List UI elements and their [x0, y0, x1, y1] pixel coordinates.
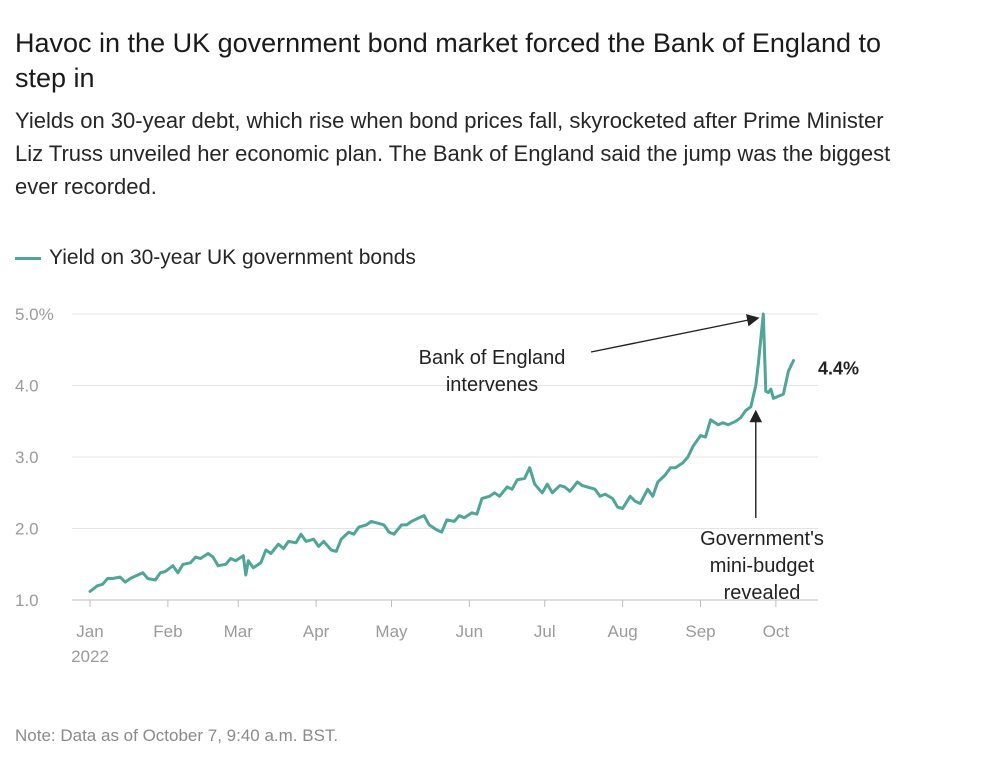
y-tick-label: 1.0	[15, 591, 39, 610]
minibudget-annotation-text: revealed	[724, 582, 801, 604]
chart-title: Havoc in the UK government bond market f…	[15, 28, 882, 93]
x-tick-label: Jul	[534, 622, 556, 641]
annotations-layer: Bank of England intervenes Government's min…	[419, 314, 859, 604]
series-layer	[88, 312, 795, 593]
y-tick-labels: 1.0 2.0 3.0 4.0 5.0%	[15, 305, 54, 610]
legend-label: Yield on 30-year UK government bonds	[49, 246, 416, 269]
y-tick-label: 5.0%	[15, 305, 54, 324]
boe-annotation-text: Bank of England	[419, 347, 566, 369]
x-tick-label: Feb	[153, 622, 182, 641]
minibudget-annotation-text: Government's	[700, 528, 824, 550]
end-value-label: 4.4%	[818, 358, 859, 378]
y-tick-label: 4.0	[15, 377, 39, 396]
x-tick-label: Aug	[607, 622, 637, 641]
legend-line-swatch	[15, 256, 41, 260]
boe-annotation-text: intervenes	[446, 374, 538, 396]
x-tick-label: May	[375, 622, 408, 641]
x-tick-label: Jan	[76, 622, 103, 641]
boe-annotation-arrow	[590, 314, 760, 353]
y-tick-label: 3.0	[15, 448, 39, 467]
x-tick-label: Jun	[456, 622, 483, 641]
y-tick-label: 2.0	[15, 520, 39, 539]
grid-layer	[72, 313, 818, 601]
x-tick-label: Sep	[685, 622, 715, 641]
x-year-label: 2022	[71, 647, 109, 666]
x-axis-ticks: Jan Feb Mar Apr May Jun Jul Aug Sep Oct 2022	[71, 600, 789, 666]
minibudget-annotation-text: mini-budget	[710, 555, 815, 577]
x-tick-label: Oct	[763, 622, 790, 641]
x-tick-label: Mar	[224, 622, 254, 641]
footnote: Note: Data as of October 7, 9:40 a.m. BS…	[15, 726, 339, 745]
chart-subtitle: Yields on 30-year debt, which rise when …	[15, 108, 891, 199]
x-tick-label: Apr	[303, 622, 330, 641]
series-line	[88, 312, 795, 593]
chart-legend: Yield on 30-year UK government bonds	[15, 246, 416, 270]
